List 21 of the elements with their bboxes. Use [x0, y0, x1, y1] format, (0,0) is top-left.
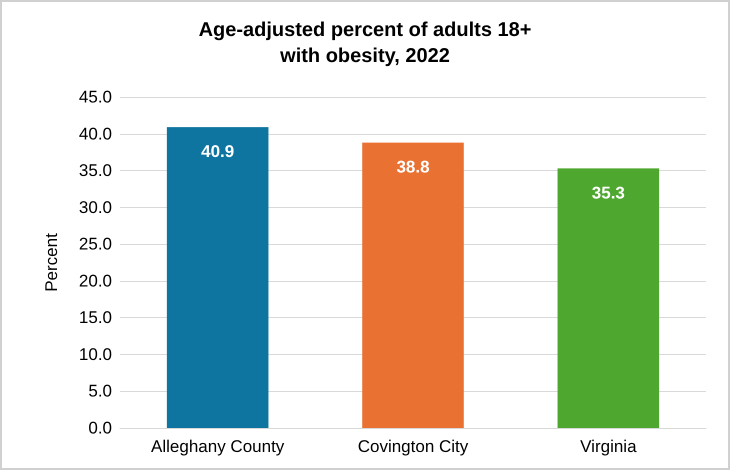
- y-tick-label: 25.0: [78, 234, 112, 254]
- y-axis-title: Percent: [42, 232, 61, 292]
- chart-title: Age-adjusted percent of adults 18+ with obesity, 2022: [198, 19, 532, 67]
- data-label: 35.3: [592, 183, 625, 202]
- y-tick-label: 10.0: [78, 344, 112, 364]
- bar: [362, 142, 464, 428]
- y-tick-label: 40.0: [78, 124, 112, 144]
- x-tick-label: Alleghany County: [151, 437, 285, 456]
- x-tick-label: Covington City: [358, 437, 469, 456]
- data-label: 40.9: [201, 142, 234, 162]
- x-tick-label: Virginia: [580, 437, 638, 456]
- y-tick-label: 35.0: [78, 161, 112, 180]
- bar: [166, 127, 268, 428]
- y-tick-label: 5.0: [88, 382, 112, 401]
- y-tick-label: 45.0: [78, 88, 112, 106]
- y-tick-label: 15.0: [78, 308, 112, 328]
- y-tick-label: 20.0: [78, 271, 112, 290]
- y-tick-label: 0.0: [88, 418, 112, 438]
- y-tick-label: 30.0: [78, 198, 112, 217]
- data-label: 38.8: [396, 158, 430, 177]
- bar: [558, 168, 660, 428]
